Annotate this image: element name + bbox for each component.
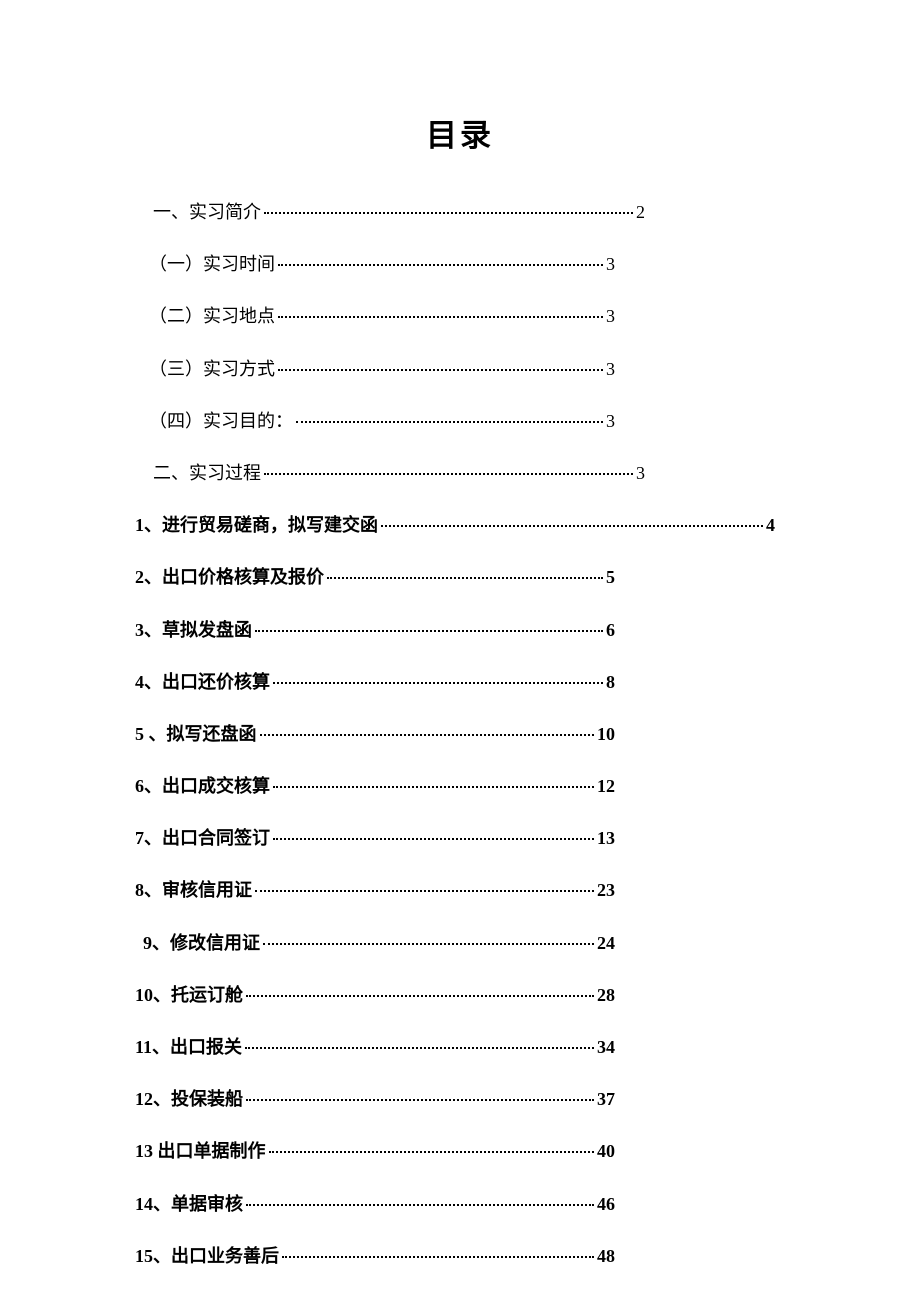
toc-leader-dots (278, 316, 603, 318)
toc-entry: 2、出口价格核算及报价 5 (135, 565, 615, 590)
toc-leader-dots (273, 838, 594, 840)
toc-entry-page: 4 (766, 513, 775, 538)
toc-entry-label: 13 出口单据制作 (135, 1139, 266, 1164)
toc-entry-page: 3 (606, 304, 615, 329)
toc-entry: 5 、拟写还盘函 10 (135, 722, 615, 747)
toc-entry-page: 48 (597, 1244, 615, 1269)
toc-entry-page: 3 (636, 461, 645, 486)
toc-entry: 8、审核信用证 23 (135, 878, 615, 903)
toc-entry-label: 14、单据审核 (135, 1192, 243, 1217)
toc-entry: （三）实习方式 3 (135, 357, 615, 382)
toc-entry-page: 10 (597, 722, 615, 747)
toc-leader-dots (278, 264, 603, 266)
toc-leader-dots (269, 1151, 595, 1153)
toc-entry-label: （二）实习地点 (149, 304, 275, 329)
toc-entry-page: 46 (597, 1192, 615, 1217)
toc-entry: 9、修改信用证 24 (135, 931, 615, 956)
toc-leader-dots (296, 421, 603, 423)
toc-leader-dots (246, 1099, 594, 1101)
toc-entry: 6、出口成交核算 12 (135, 774, 615, 799)
toc-entry: 3、草拟发盘函 6 (135, 618, 615, 643)
toc-entry-label: （四）实习目的： (149, 409, 293, 434)
toc-entry-page: 23 (597, 878, 615, 903)
toc-entry: 10、托运订舱 28 (135, 983, 615, 1008)
toc-entry-label: 一、实习简介 (153, 200, 261, 225)
toc-entry-label: 2、出口价格核算及报价 (135, 565, 324, 590)
toc-entry-page: 28 (597, 983, 615, 1008)
table-of-contents: 一、实习简介 2（一）实习时间 3（二）实习地点 3（三）实习方式 3（四）实习… (135, 200, 785, 1269)
toc-entry: （一）实习时间 3 (135, 252, 615, 277)
toc-leader-dots (246, 995, 594, 997)
toc-entry-page: 3 (606, 357, 615, 382)
toc-entry: 13 出口单据制作 40 (135, 1139, 615, 1164)
toc-entry-label: 4、出口还价核算 (135, 670, 270, 695)
toc-entry-label: 9、修改信用证 (143, 931, 260, 956)
toc-entry-label: 8、审核信用证 (135, 878, 252, 903)
toc-entry-label: 12、投保装船 (135, 1087, 243, 1112)
toc-leader-dots (273, 786, 594, 788)
toc-entry-label: 10、托运订舱 (135, 983, 243, 1008)
toc-entry-label: （三）实习方式 (149, 357, 275, 382)
toc-entry-label: 5 、拟写还盘函 (135, 722, 257, 747)
toc-entry-label: 二、实习过程 (153, 461, 261, 486)
toc-entry-label: 3、草拟发盘函 (135, 618, 252, 643)
toc-entry-page: 34 (597, 1035, 615, 1060)
toc-entry-page: 40 (597, 1139, 615, 1164)
toc-entry: 4、出口还价核算 8 (135, 670, 615, 695)
toc-leader-dots (255, 890, 594, 892)
toc-leader-dots (327, 577, 603, 579)
toc-entry: 7、出口合同签订 13 (135, 826, 615, 851)
toc-leader-dots (381, 525, 763, 527)
toc-leader-dots (245, 1047, 594, 1049)
toc-leader-dots (278, 369, 603, 371)
toc-leader-dots (264, 212, 633, 214)
toc-entry-label: 6、出口成交核算 (135, 774, 270, 799)
toc-leader-dots (255, 630, 603, 632)
page-title: 目录 (135, 110, 785, 155)
toc-entry-page: 5 (606, 565, 615, 590)
toc-entry: 11、出口报关 34 (135, 1035, 615, 1060)
toc-leader-dots (263, 943, 594, 945)
toc-entry: （四）实习目的： 3 (135, 409, 615, 434)
toc-entry: 1、进行贸易磋商，拟写建交函 4 (135, 513, 775, 538)
toc-entry-page: 6 (606, 618, 615, 643)
toc-entry-page: 8 (606, 670, 615, 695)
toc-entry-page: 3 (606, 409, 615, 434)
toc-entry-page: 13 (597, 826, 615, 851)
toc-leader-dots (273, 682, 603, 684)
toc-entry-page: 12 (597, 774, 615, 799)
toc-entry-page: 3 (606, 252, 615, 277)
toc-entry: 一、实习简介 2 (135, 200, 645, 225)
toc-entry-page: 2 (636, 200, 645, 225)
toc-leader-dots (246, 1204, 594, 1206)
toc-leader-dots (264, 473, 633, 475)
toc-entry: （二）实习地点 3 (135, 304, 615, 329)
toc-entry: 二、实习过程 3 (135, 461, 645, 486)
toc-entry: 15、出口业务善后 48 (135, 1244, 615, 1269)
toc-entry-page: 24 (597, 931, 615, 956)
toc-entry-page: 37 (597, 1087, 615, 1112)
toc-entry-label: 7、出口合同签订 (135, 826, 270, 851)
toc-entry-label: 1、进行贸易磋商，拟写建交函 (135, 513, 378, 538)
toc-entry-label: （一）实习时间 (149, 252, 275, 277)
toc-entry-label: 15、出口业务善后 (135, 1244, 279, 1269)
toc-leader-dots (260, 734, 595, 736)
toc-entry: 12、投保装船 37 (135, 1087, 615, 1112)
toc-leader-dots (282, 1256, 594, 1258)
toc-entry-label: 11、出口报关 (135, 1035, 242, 1060)
toc-entry: 14、单据审核 46 (135, 1192, 615, 1217)
